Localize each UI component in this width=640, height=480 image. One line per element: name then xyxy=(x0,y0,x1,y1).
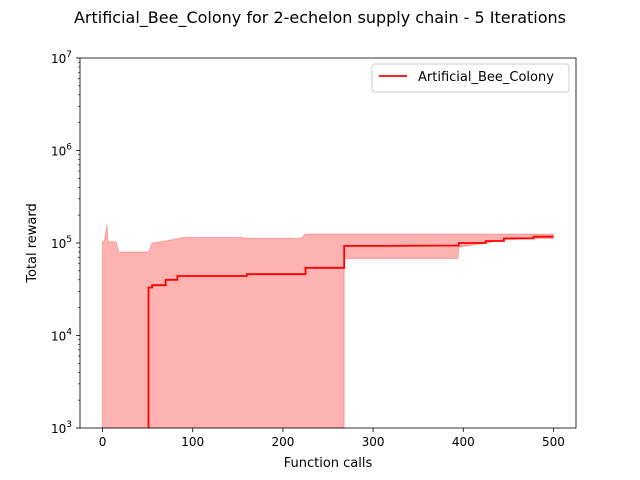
x-axis-label: Function calls xyxy=(284,456,373,471)
y-tick-label: 107 xyxy=(51,50,72,66)
x-tick-label: 400 xyxy=(452,435,475,449)
y-tick-label: 105 xyxy=(51,235,72,251)
series-layer xyxy=(147,235,554,428)
legend-box xyxy=(371,63,570,93)
series-line-0 xyxy=(147,235,554,428)
legend: Artificial_Bee_Colony xyxy=(371,63,570,93)
y-tick-label: 103 xyxy=(51,420,72,436)
legend-label: Artificial_Bee_Colony xyxy=(418,70,554,85)
x-tick-label: 500 xyxy=(542,435,565,449)
x-tick-label: 200 xyxy=(271,435,294,449)
x-tick-label: 300 xyxy=(362,435,385,449)
y-tick-label: 104 xyxy=(51,328,72,344)
y-axis-label: Total reward xyxy=(25,203,40,284)
x-tick-label: 100 xyxy=(181,435,204,449)
plot-background xyxy=(80,58,576,428)
y-tick-label: 106 xyxy=(51,143,72,159)
y-axis: 103 104 105 106 107 xyxy=(51,50,80,436)
x-axis: 0 100 200 300 400 500 xyxy=(99,428,565,449)
chart-title: Artificial_Bee_Colony for 2-echelon supp… xyxy=(74,8,566,28)
plot-area xyxy=(79,57,577,429)
x-tick-label: 0 xyxy=(99,435,107,449)
